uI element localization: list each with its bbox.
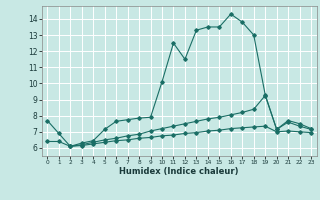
X-axis label: Humidex (Indice chaleur): Humidex (Indice chaleur) — [119, 167, 239, 176]
